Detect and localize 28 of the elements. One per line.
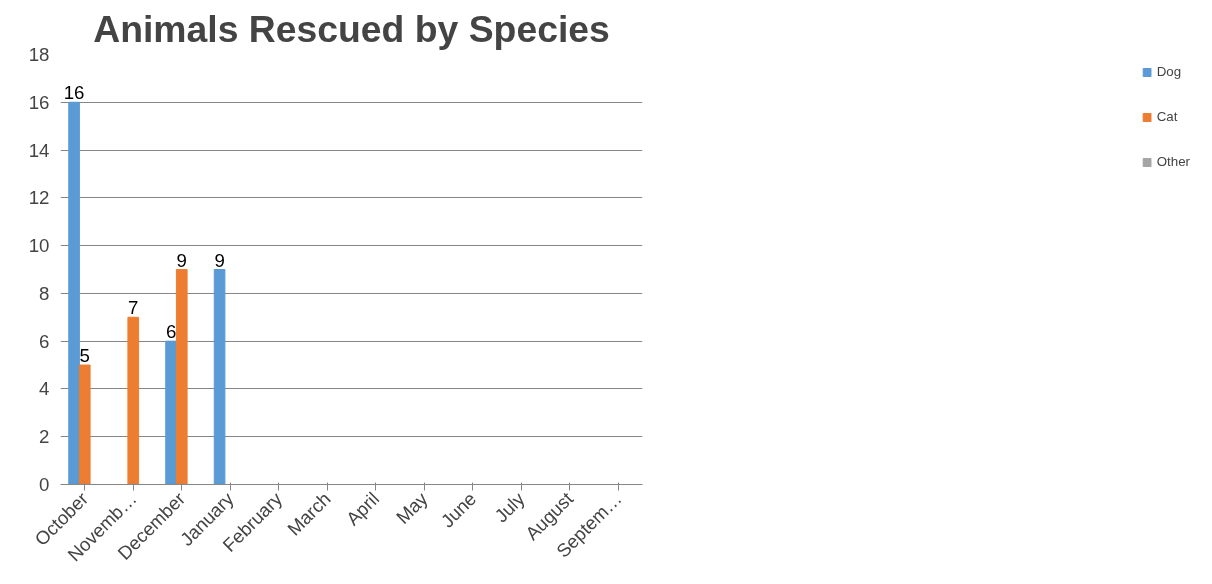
bar [175, 269, 188, 485]
y-tick-label: 2 [39, 426, 50, 448]
x-tick-label: May [391, 487, 433, 528]
y-tick-label: 12 [28, 187, 50, 209]
bar [68, 101, 80, 485]
legend-label: Other [1156, 154, 1190, 169]
data-label: 5 [79, 345, 90, 367]
y-tick-label: 0 [39, 474, 50, 495]
y-tick-label: 14 [28, 139, 50, 161]
data-label: 16 [63, 82, 85, 104]
bar [213, 269, 226, 485]
data-label: 7 [128, 297, 139, 319]
bar [127, 316, 140, 485]
y-tick-label: 4 [39, 378, 50, 400]
legend-label: Cat [1156, 109, 1178, 124]
data-label: 9 [176, 249, 187, 271]
data-label: 9 [214, 249, 225, 271]
y-tick-label: 6 [39, 330, 50, 352]
y-tick-label: 8 [39, 282, 50, 304]
chart-title: Animals Rescued by Species [93, 7, 610, 50]
y-tick-label: 16 [28, 91, 50, 113]
data-label: 6 [165, 321, 177, 343]
legend-label: Dog [1156, 64, 1182, 79]
y-tick-label: 18 [28, 44, 50, 65]
bar [165, 340, 177, 485]
bar [78, 364, 91, 485]
y-tick-label: 10 [28, 235, 50, 257]
x-tick-label: July [490, 487, 530, 527]
